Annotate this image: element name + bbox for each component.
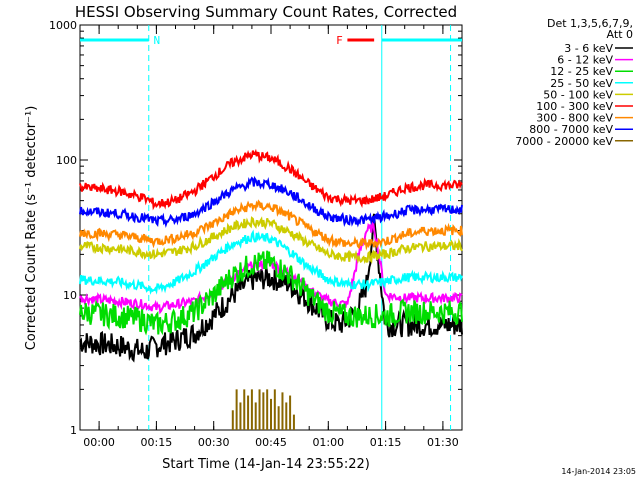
legend-label: 50 - 100 keV xyxy=(543,88,613,101)
legend-label: 12 - 25 keV xyxy=(550,65,613,78)
x-tick-label: 01:15 xyxy=(370,436,402,449)
x-tick-label: 00:15 xyxy=(141,436,173,449)
series-25-50-kev xyxy=(79,229,463,295)
annotation-night-label: N xyxy=(153,34,160,47)
chart-title: HESSI Observing Summary Count Rates, Cor… xyxy=(75,3,457,21)
y-tick-label: 100 xyxy=(56,154,77,167)
y-tick-label: 1000 xyxy=(49,19,77,32)
series-line xyxy=(79,216,463,265)
legend-label: 6 - 12 keV xyxy=(557,54,613,67)
legend-label: 7000 - 20000 keV xyxy=(515,135,613,148)
legend-label: 25 - 50 keV xyxy=(550,77,613,90)
series-12-25-kev xyxy=(79,250,463,336)
x-tick-label: 00:45 xyxy=(255,436,287,449)
legend-label: 3 - 6 keV xyxy=(564,42,613,55)
x-axis-label: Start Time (14-Jan-14 23:55:22) xyxy=(162,457,370,472)
series-3-6-kev xyxy=(79,213,463,363)
x-tick-label: 01:00 xyxy=(312,436,344,449)
legend-label: 800 - 7000 keV xyxy=(529,123,613,136)
series-line xyxy=(79,148,463,211)
plot-area: 1 10 100 1000 00:00 00:15 00:30 00:45 01:00 01:15… xyxy=(49,19,463,449)
legend-label: 100 - 300 keV xyxy=(536,100,613,113)
series-line xyxy=(79,213,463,363)
x-tick-label: 00:00 xyxy=(83,436,115,449)
x-tick-label: 00:30 xyxy=(198,436,230,449)
legend-header-line-2: Att 0 xyxy=(607,28,633,41)
plot-frame xyxy=(79,24,463,431)
y-axis-label: Corrected Count Rate (s⁻¹ detector⁻¹) xyxy=(24,106,39,351)
series-line xyxy=(79,229,463,295)
legend-header-line-1: Det 1,3,5,6,7,9, xyxy=(547,17,633,30)
generation-timestamp: 14-Jan-2014 23:05 xyxy=(561,467,636,476)
series-line xyxy=(79,175,463,229)
series-100-300-kev xyxy=(79,148,463,211)
series-line xyxy=(79,199,463,251)
series-800-7000-kev xyxy=(79,175,463,229)
x-tick-label: 01:30 xyxy=(427,436,459,449)
annotation-flare-label: F xyxy=(336,34,343,47)
series-7000-20000-kev xyxy=(231,389,295,430)
series-300-800-kev xyxy=(79,199,463,251)
series-line xyxy=(79,250,463,336)
series-50-100-kev xyxy=(79,216,463,265)
legend-label: 300 - 800 keV xyxy=(536,112,613,125)
y-tick-label: 1 xyxy=(70,424,77,437)
y-tick-label: 10 xyxy=(63,289,77,302)
